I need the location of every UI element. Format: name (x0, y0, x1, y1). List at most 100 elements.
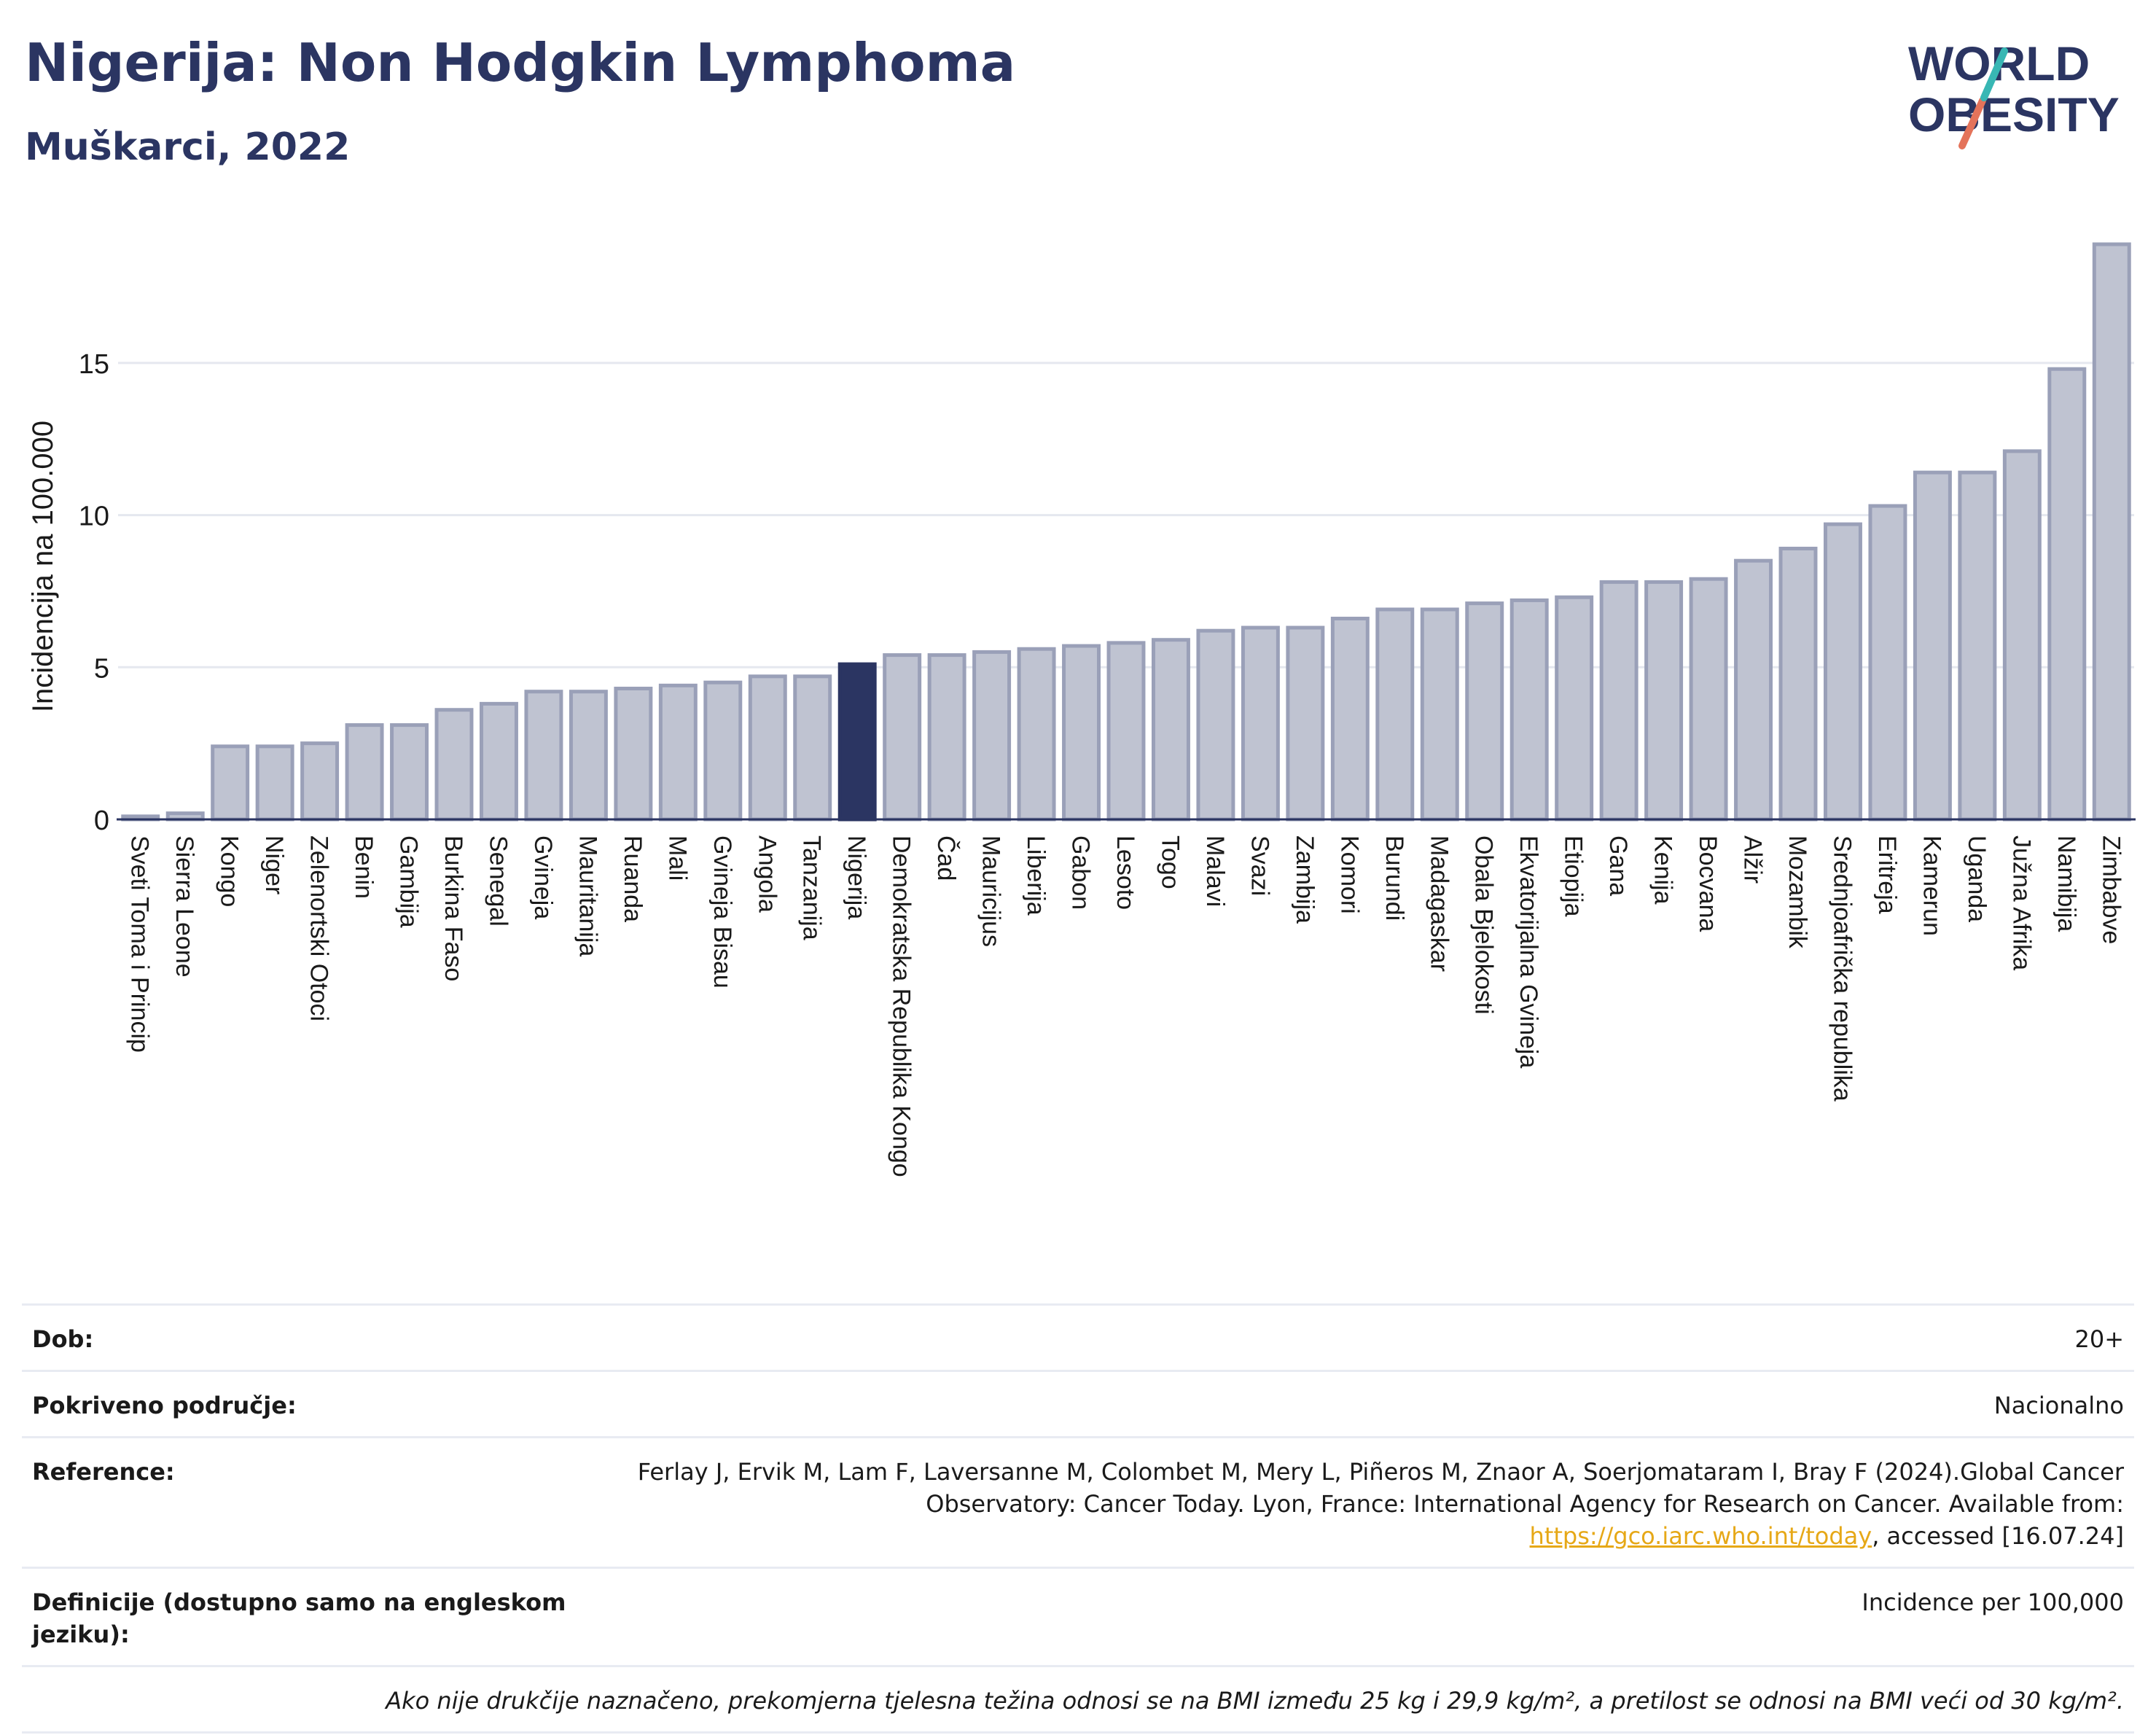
x-tick-label: Benin (350, 835, 378, 899)
bar-ekvatorijalna-gvineja (1509, 598, 1549, 822)
x-tick-label: Madagaskar (1425, 835, 1453, 972)
x-tick-label: Gabon (1067, 835, 1095, 910)
bar-tanzanija (793, 674, 832, 822)
x-tick-label: Kamerun (1918, 835, 1945, 936)
x-tick-label: Uganda (1963, 835, 1991, 922)
bar-zimbabve (2092, 242, 2131, 822)
bar-burundi (1375, 607, 1415, 822)
info-table: Dob: 20+ Pokriveno područje: Nacionalno … (22, 1303, 2134, 1734)
x-tick-label: Niger (260, 835, 288, 894)
y-tick-label: 0 (94, 806, 109, 836)
info-value: 20+ (2074, 1325, 2124, 1353)
x-tick-label: Obala Bjelokosti (1470, 835, 1498, 1015)
bar-gvineja-bisau (703, 680, 743, 822)
x-tick-label: Zimbabve (2097, 835, 2125, 944)
info-label: Reference: (32, 1458, 175, 1486)
bar-al-ir (1734, 558, 1773, 822)
x-tick-label: Burundi (1380, 835, 1408, 921)
bar-malavi (1196, 628, 1235, 822)
bar-demokratska-republika-kongo (883, 653, 922, 822)
reference-link[interactable]: https://gco.iarc.who.int/today (1529, 1522, 1872, 1550)
bar-lesoto (1106, 641, 1146, 822)
x-tick-label: Čad (932, 835, 960, 881)
y-tick-label: 5 (94, 653, 109, 684)
bar-gana (1599, 580, 1639, 822)
bar-bocvana (1689, 577, 1728, 822)
x-axis-labels: Sveti Toma i Princip Sierra Leone Kongo Nig… (126, 835, 2125, 1177)
bar-nigerija (837, 662, 877, 822)
bar-svazi (1241, 625, 1280, 822)
x-tick-label: Sierra Leone (171, 835, 198, 978)
footnote: Ako nije drukčije naznačeno, prekomjerna… (386, 1687, 2124, 1715)
bar-togo (1151, 638, 1190, 822)
x-tick-label: Srednjoafrička republika (1828, 835, 1856, 1102)
bar-angola (748, 674, 787, 822)
info-label: Definicije (dostupno samo na engleskom j… (32, 1588, 566, 1648)
x-tick-label: Etiopija (1560, 835, 1587, 917)
info-row-note: Ako nije drukčije naznačeno, prekomjerna… (22, 1665, 2134, 1734)
bar-madagaskar (1420, 607, 1459, 822)
world-obesity-logo: WORLD OBESITY (1908, 36, 2120, 149)
info-value: Nacionalno (1993, 1392, 2124, 1419)
x-tick-label: Burkina Faso (440, 835, 467, 981)
reference-text: Ferlay J, Ervik M, Lam F, Laversanne M, … (637, 1458, 2124, 1518)
bar-eritreja (1868, 504, 1907, 822)
x-tick-label: Južna Afrika (2007, 835, 2035, 970)
x-tick-label: Ruanda (619, 835, 647, 922)
x-tick-label: Gambija (395, 835, 423, 928)
x-tick-label: Kenija (1649, 835, 1677, 905)
bars (121, 242, 2131, 822)
logo-text-obesity: OBESITY (1908, 87, 2120, 141)
chart-subtitle: Muškarci, 2022 (25, 125, 351, 169)
x-tick-label: Mauricijus (977, 835, 1005, 947)
x-tick-label: Liberija (1022, 835, 1050, 916)
x-tick-label: Zelenortski Otoci (305, 835, 333, 1021)
info-value: Incidence per 100,000 (1862, 1588, 2124, 1616)
bar-namibija (2047, 367, 2087, 822)
y-tick-label: 15 (79, 349, 109, 380)
bar-komori (1330, 616, 1370, 822)
bar-mali (658, 683, 698, 822)
x-tick-label: Zambija (1291, 835, 1319, 924)
bar-senegal (479, 701, 518, 822)
info-value: Ferlay J, Ervik M, Lam F, Laversanne M, … (593, 1456, 2124, 1552)
x-tick-label: Lesoto (1112, 835, 1139, 910)
bar-kongo (211, 744, 250, 822)
bar-srednjoafri-ka-republika (1823, 522, 1862, 822)
y-axis-title: Incidencija na 100.000 (27, 421, 59, 712)
bar-niger (255, 744, 294, 822)
x-tick-label: Mauritanija (574, 835, 601, 956)
bar-kenija (1644, 580, 1684, 822)
y-tick-label: 10 (79, 502, 109, 532)
x-tick-label: Ekvatorijalna Gvineja (1515, 835, 1542, 1068)
x-tick-label: Mali (663, 835, 691, 881)
x-tick-label: Gvineja Bisau (708, 835, 736, 989)
bar-gambija (390, 723, 429, 822)
x-tick-label: Gana (1604, 835, 1632, 896)
bar-gvineja (524, 690, 563, 822)
bar-zambija (1286, 625, 1325, 822)
info-label: Pokriveno područje: (32, 1392, 297, 1419)
x-tick-label: Nigerija (843, 835, 870, 919)
info-row-age: Dob: 20+ (22, 1303, 2134, 1370)
bar-uganda (1958, 470, 1997, 822)
x-tick-label: Svazi (1246, 835, 1273, 896)
x-tick-label: Angola (753, 835, 781, 913)
logo-slash-red (1958, 97, 1986, 149)
bar-liberija (1017, 647, 1056, 822)
x-tick-label: Kongo (216, 835, 243, 907)
info-row-coverage: Pokriveno područje: Nacionalno (22, 1370, 2134, 1436)
x-tick-label: Demokratska Republika Kongo (888, 835, 915, 1177)
bar-mauricijus (972, 650, 1012, 822)
x-tick-label: Senegal (484, 835, 512, 927)
x-tick-label: Mozambik (1784, 835, 1811, 949)
bar-chart: 0 5 10 15 Sveti Toma i Princip Sierra Leone K… (27, 242, 2136, 1177)
bar-obala-bjelokosti (1465, 601, 1504, 822)
bar-burkina-faso (434, 708, 474, 822)
x-tick-label: Eritreja (1873, 835, 1901, 914)
x-tick-label: Togo (1156, 835, 1184, 889)
x-tick-label: Tanzanija (798, 835, 826, 940)
info-label: Dob: (32, 1325, 94, 1353)
x-tick-label: Namibija (2053, 835, 2080, 932)
bar-kamerun (1913, 470, 1952, 822)
